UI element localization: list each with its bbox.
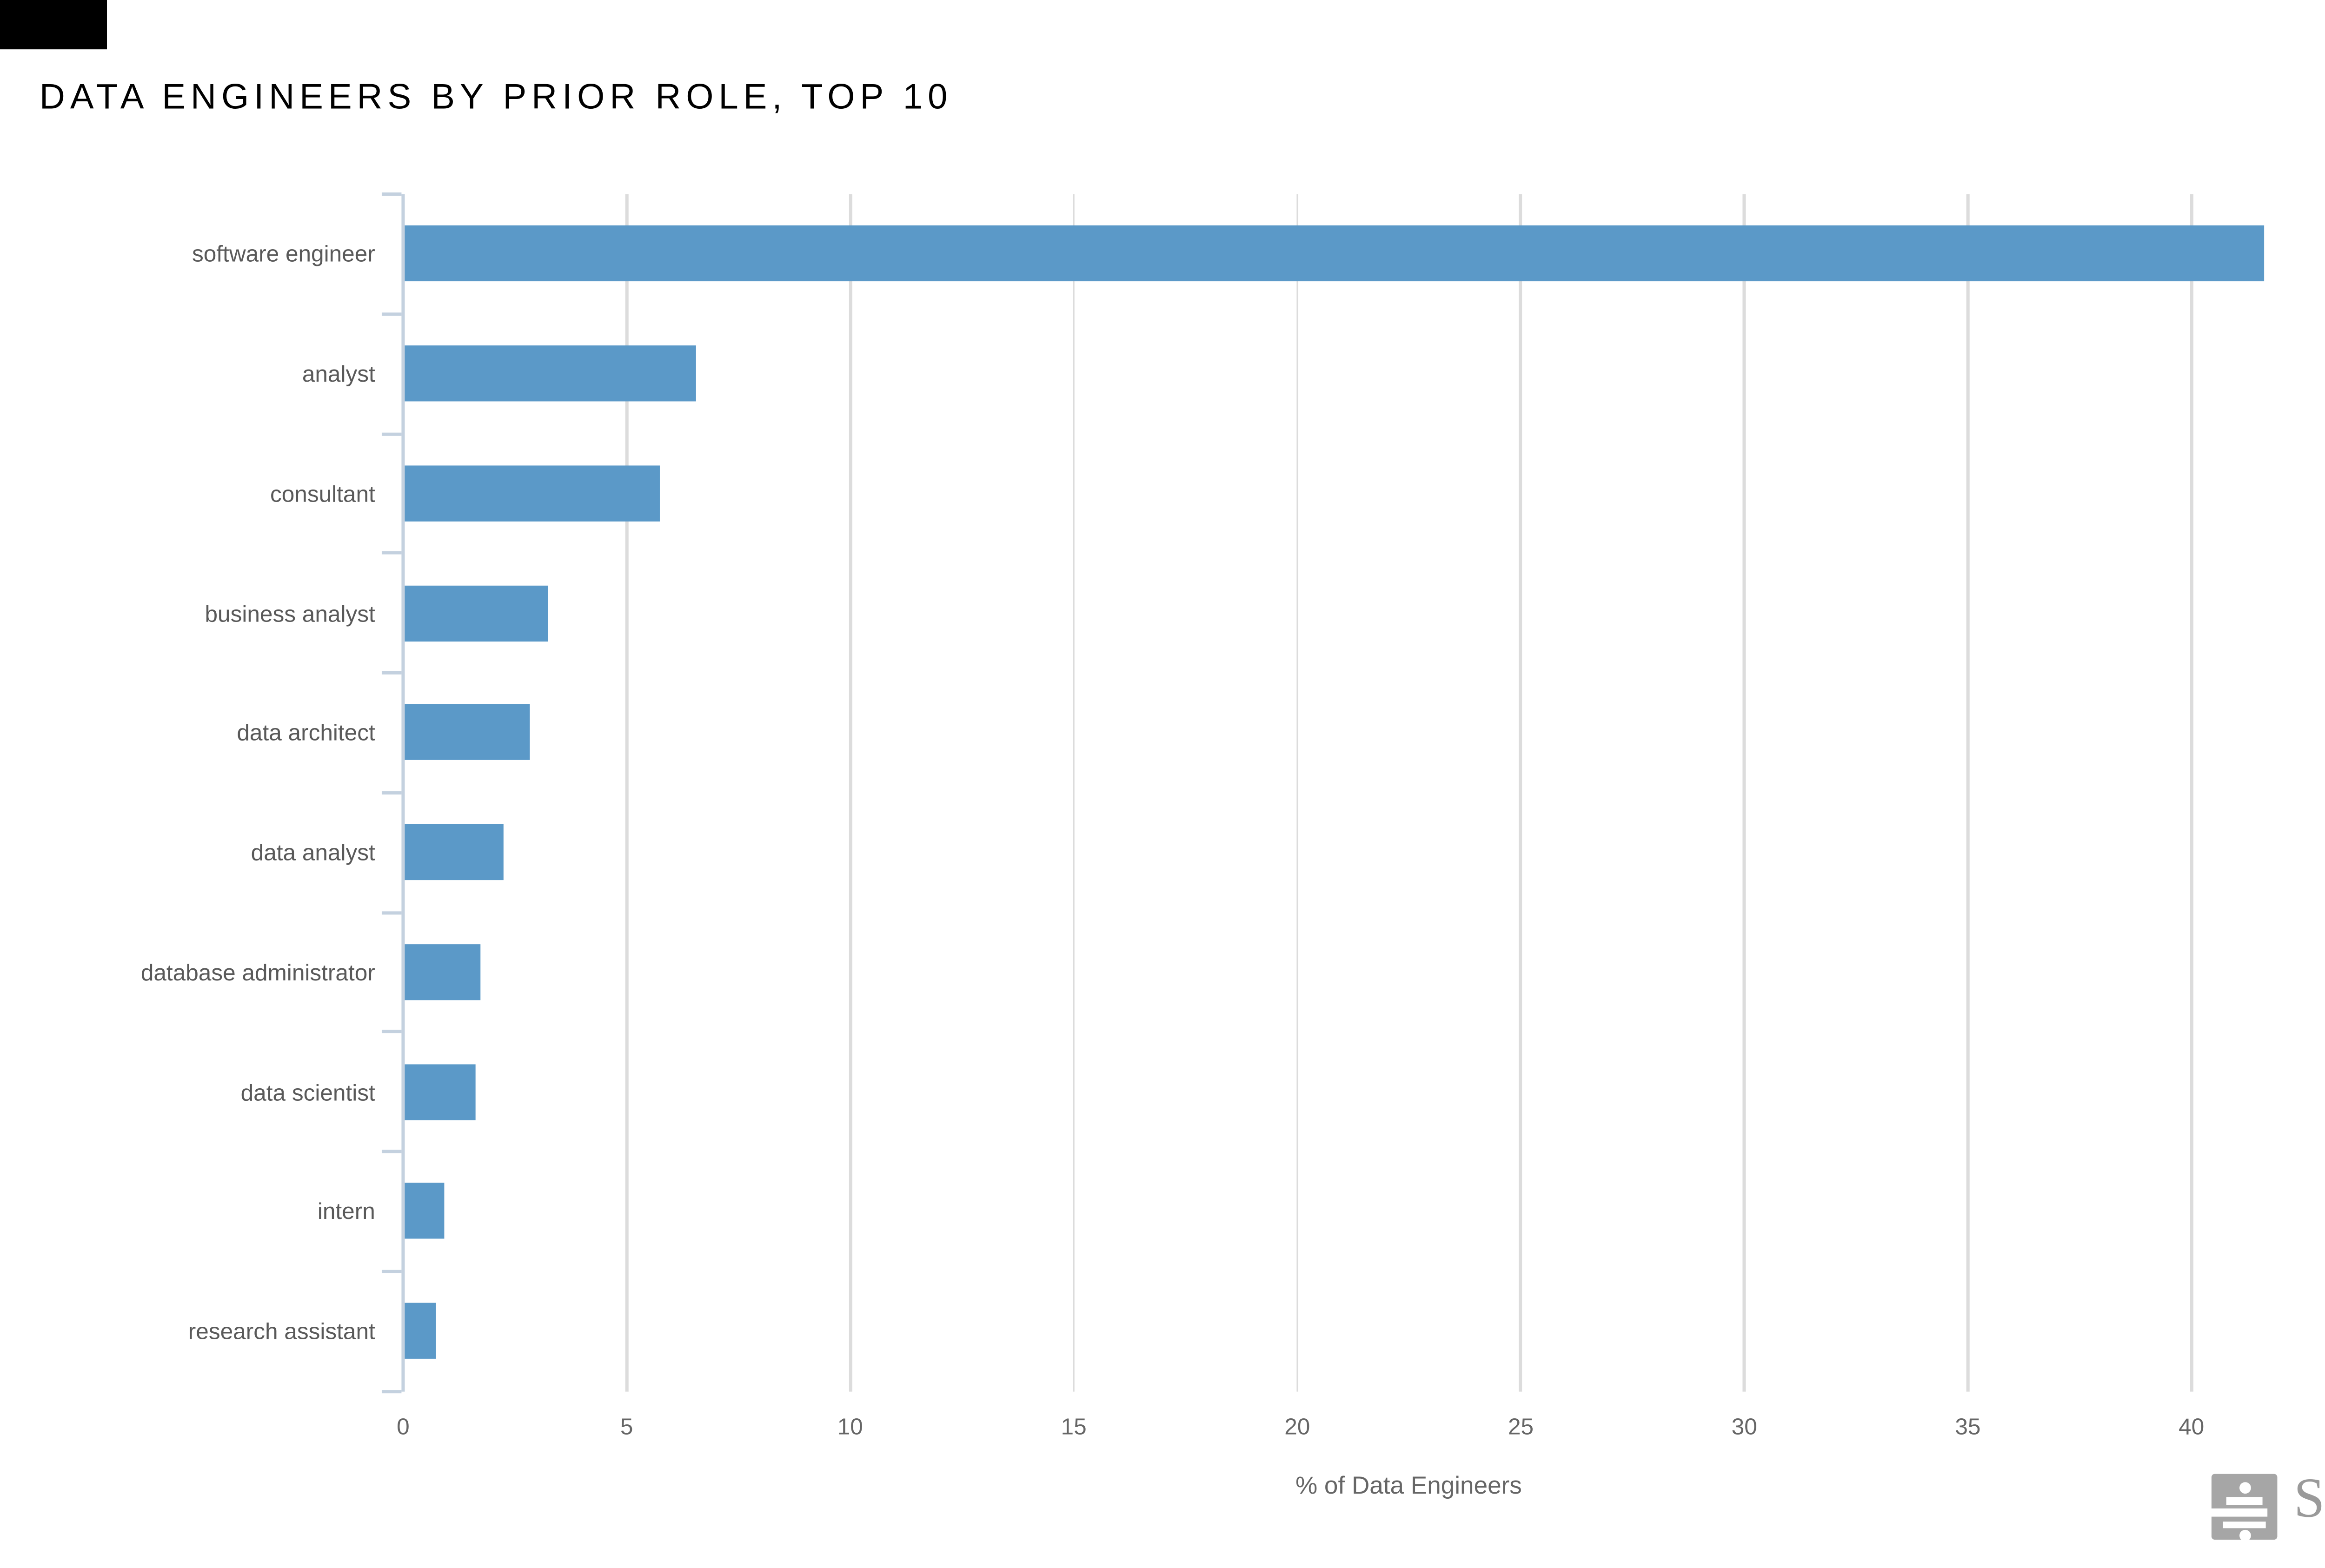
category-label: consultant [270,480,375,507]
screenshot-corner-artifact [0,0,106,49]
x-tick-label: 20 [1284,1413,1310,1440]
bar [405,465,660,522]
category-label: analyst [302,360,375,387]
bar [405,944,481,1000]
bar [405,345,696,402]
bar [405,585,548,641]
x-tick-label: 5 [620,1413,633,1440]
x-gridline [1519,194,1522,1391]
bar [405,226,2265,282]
x-gridline [625,194,628,1391]
y-axis-tick [381,791,402,794]
logo-bar-2 [2205,1508,2268,1517]
x-gridline [2190,194,2193,1391]
y-axis-tick [381,192,402,196]
x-axis-title: % of Data Engineers [1295,1472,1522,1501]
x-tick-label: 10 [837,1413,863,1440]
y-axis-line [401,194,405,1391]
x-tick-label: 25 [1508,1413,1534,1440]
y-axis-tick [381,551,402,555]
category-label: data scientist [240,1078,375,1105]
y-axis-tick [381,671,402,675]
x-gridline [1295,194,1299,1391]
category-label: intern [317,1198,375,1225]
stitch-stack-icon [2205,1474,2278,1542]
stitch-logo: Stitch (h [2205,1469,2325,1542]
y-axis-tick [381,1030,402,1034]
chart-title: DATA ENGINEERS BY PRIOR ROLE, TOP 10 [39,77,953,117]
logo-bar-1 [2226,1497,2263,1505]
category-label: database administrator [140,959,375,986]
bar [405,1183,445,1239]
x-tick-label: 35 [1955,1413,1981,1440]
y-axis-tick [381,1269,402,1273]
x-gridline [1743,194,1746,1391]
bar [405,1064,477,1120]
logo-dot-top [2239,1482,2251,1494]
x-tick-label: 30 [1731,1413,1757,1440]
bar [405,1303,436,1359]
stitch-wordmark: Stitch [2293,1469,2325,1530]
x-gridline [1072,194,1076,1391]
x-gridline [849,194,852,1391]
y-axis-tick [381,1150,402,1153]
category-label: software engineer [192,240,375,267]
y-axis-tick [381,312,402,316]
x-tick-label: 15 [1061,1413,1087,1440]
x-tick-label: 40 [2179,1413,2205,1440]
y-axis-tick [381,1389,402,1393]
y-axis-tick [381,431,402,435]
category-label: data architect [237,719,375,746]
category-label: business analyst [205,600,375,626]
category-label: research assistant [188,1317,375,1344]
logo-bar-3 [2223,1521,2266,1528]
x-tick-label: 0 [397,1413,410,1440]
bar [405,824,503,880]
y-axis-tick [381,910,402,914]
category-label: data analyst [251,839,375,866]
logo-dot-bottom [2239,1529,2251,1542]
bar [405,704,530,761]
x-gridline [1966,194,1970,1391]
